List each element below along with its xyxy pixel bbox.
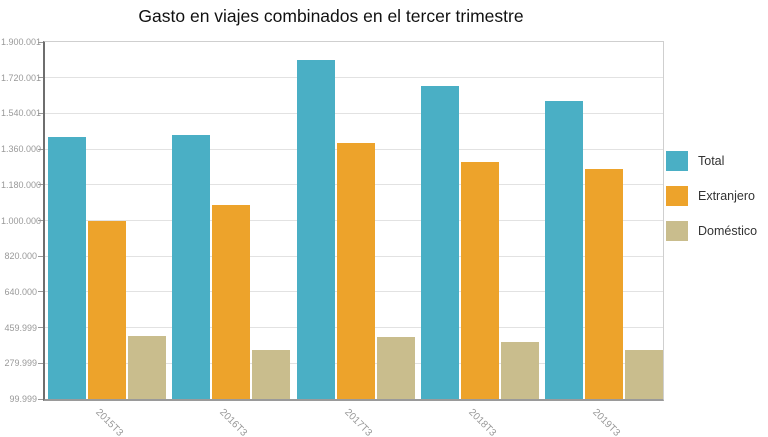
y-axis-label: 459.999 [4,322,37,333]
legend-item-extranjero[interactable]: Extranjero [666,186,757,206]
gridline [45,112,663,114]
bar-extranjero-2015t3 [88,220,126,399]
y-axis-label: 820.000 [4,251,37,262]
bar-total-2016t3 [172,135,211,399]
bar-total-2015t3 [48,137,86,399]
y-axis-label: 1.000.000 [1,215,42,226]
plot-area: 99.999 279.999 459.999 640.000 820.000 1.000.… [1,37,664,437]
y-axis-tick [38,77,43,79]
x-axis-label: 2019T3 [590,407,622,437]
x-axis-label: 2015T3 [93,407,125,437]
y-axis-label: 640.000 [4,286,37,297]
x-axis-label: 2016T3 [217,407,250,437]
legend-label: Total [698,154,725,168]
y-axis-tick [38,220,43,221]
y-axis-tick [38,362,43,364]
y-axis-label: 99.999 [9,394,37,404]
bar-extranjero-2019t3 [585,168,623,399]
x-axis-label: 2017T3 [341,407,374,437]
bar-total-2019t3 [545,100,583,399]
y-axis-label: 1.360.000 [1,144,42,155]
bar-doméstico-2015t3 [128,335,166,399]
legend-item-total[interactable]: Total [666,151,757,171]
gridline [45,77,663,79]
y-axis-label: 1.720.001 [1,72,42,83]
y-axis-tick [38,255,43,257]
y-axis-label: 1.540.001 [1,108,42,119]
y-axis-tick [38,112,43,114]
x-axis-label: 2018T3 [465,407,498,437]
legend-swatch-icon [666,151,688,171]
bar-extranjero-2017t3 [336,143,375,399]
y-axis-tick [38,327,43,329]
legend-label: Doméstico [698,224,758,238]
legend-swatch-icon [666,186,688,206]
legend: Total Extranjero Doméstico [666,151,757,256]
bar-extranjero-2016t3 [212,204,251,399]
bar-doméstico-2016t3 [252,350,291,399]
y-axis-tick [38,291,43,293]
bar-total-2018t3 [420,85,459,399]
y-axis-tick [38,148,43,150]
bar-doméstico-2017t3 [376,336,415,399]
legend-swatch-icon [666,221,688,241]
y-axis-label: 279.999 [4,358,37,369]
bar-total-2017t3 [296,59,335,399]
chart-title: Gasto en viajes combinados en el tercer … [138,6,524,26]
bar-doméstico-2018t3 [500,342,539,399]
y-axis-label: 1.180.000 [1,179,42,190]
bar-extranjero-2018t3 [460,162,499,399]
y-axis-tick [38,398,43,400]
legend-label: Extranjero [698,189,755,203]
y-axis-tick [38,184,43,186]
legend-item-doméstico[interactable]: Doméstico [666,221,757,241]
bar-doméstico-2019t3 [625,350,663,399]
y-axis-label: 1.900.001 [1,37,42,47]
y-axis-tick [38,41,43,43]
